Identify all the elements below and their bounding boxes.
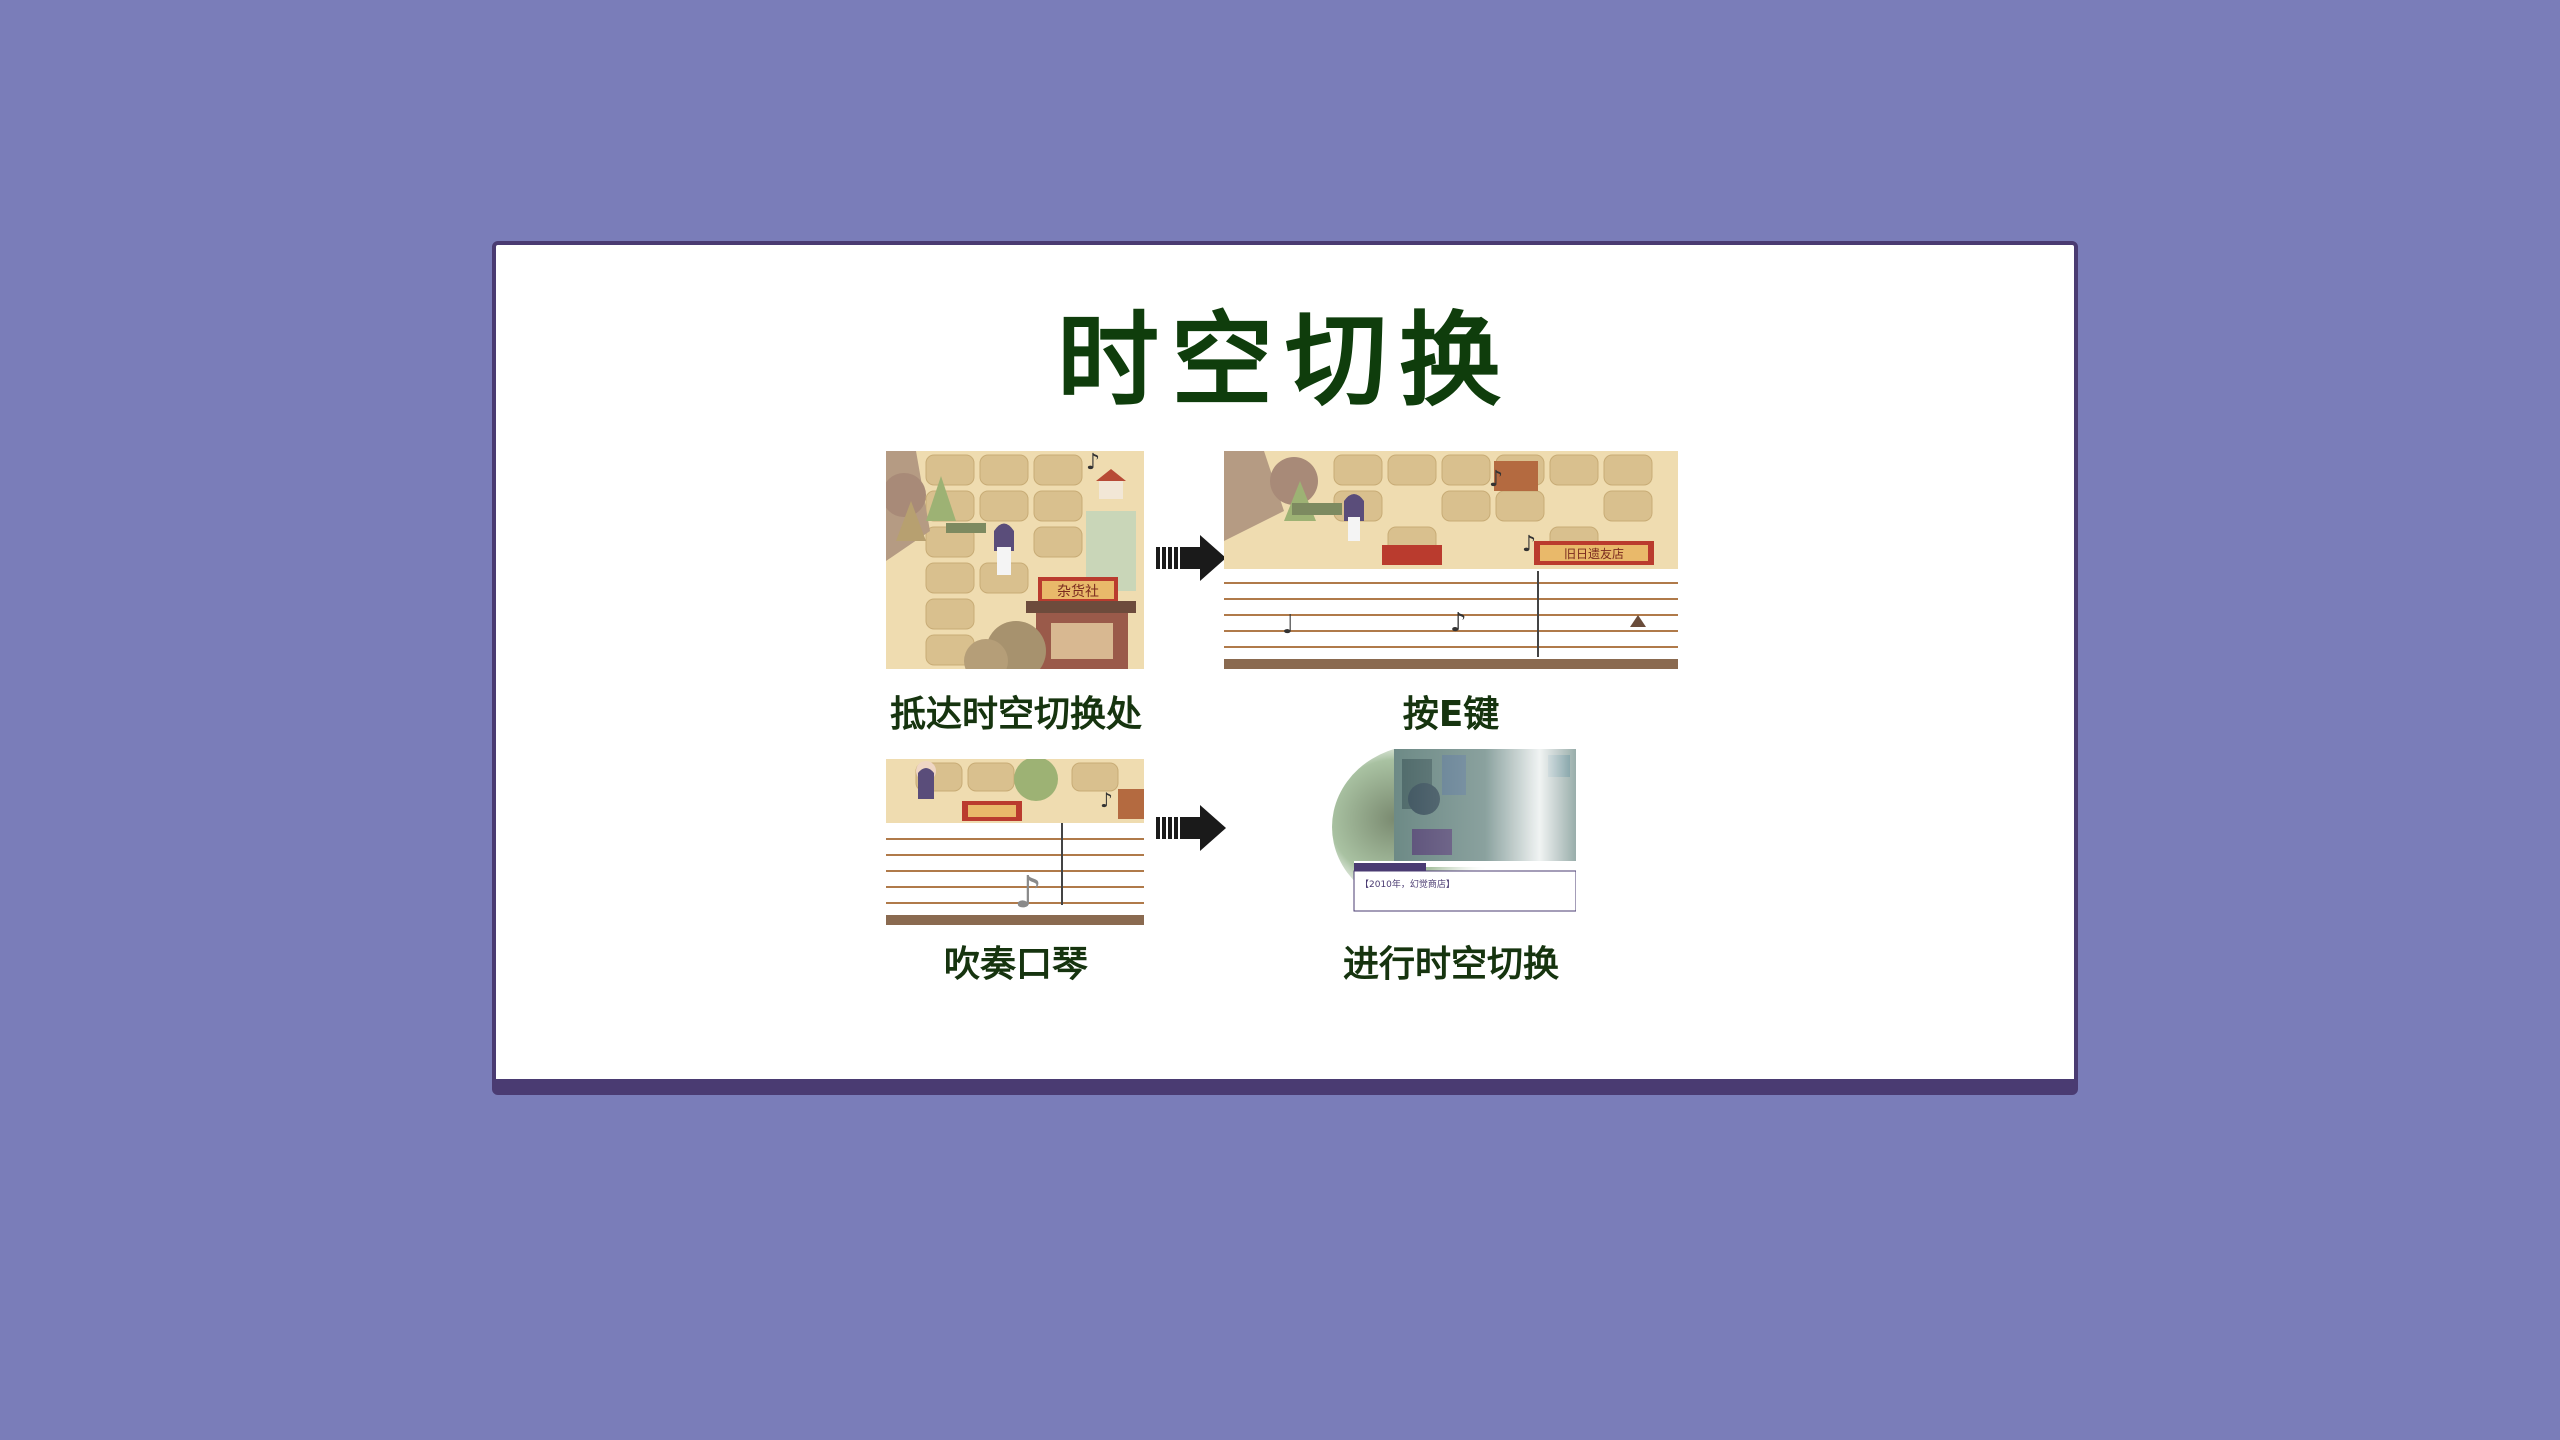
svg-text:♪: ♪ — [1100, 788, 1113, 812]
svg-text:♪: ♪ — [1489, 467, 1503, 492]
svg-text:杂货社: 杂货社 — [1057, 583, 1099, 600]
caption-press-e: 按E键 — [1402, 694, 1500, 735]
screenshot-arrive: ♪ 杂货社 — [886, 451, 1144, 669]
svg-text:♪: ♪ — [1086, 451, 1100, 475]
caption-transition: 进行时空切换 — [1342, 944, 1559, 985]
svg-text:♩: ♩ — [1282, 610, 1294, 640]
arrow-right-icon — [1156, 533, 1228, 587]
arrow-right-icon — [1156, 803, 1228, 857]
svg-text:♪: ♪ — [1522, 532, 1536, 557]
slide-card: 时空切换 — [492, 241, 2078, 1095]
svg-text:♪: ♪ — [1450, 608, 1467, 638]
screenshot-harmonica: ♪ ♪ — [886, 759, 1144, 925]
caption-harmonica: 吹奏口琴 — [943, 944, 1088, 985]
svg-text:旧日遗友店: 旧日遗友店 — [1564, 547, 1624, 561]
svg-text:♪: ♪ — [1014, 867, 1042, 918]
caption-arrive: 抵达时空切换处 — [889, 694, 1142, 735]
screenshot-press-e: 旧日遗友店 ♪ ♪ ♩ ♪ — [1224, 451, 1678, 669]
screenshot-transition: 【2010年，幻觉商店】 — [1332, 749, 1576, 915]
slide-title: 时空切换 — [1057, 302, 1513, 421]
svg-text:【2010年，幻觉商店】: 【2010年，幻觉商店】 — [1360, 878, 1455, 890]
